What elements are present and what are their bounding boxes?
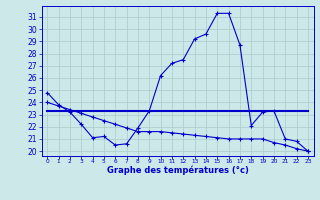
- X-axis label: Graphe des températures (°c): Graphe des températures (°c): [107, 166, 249, 175]
